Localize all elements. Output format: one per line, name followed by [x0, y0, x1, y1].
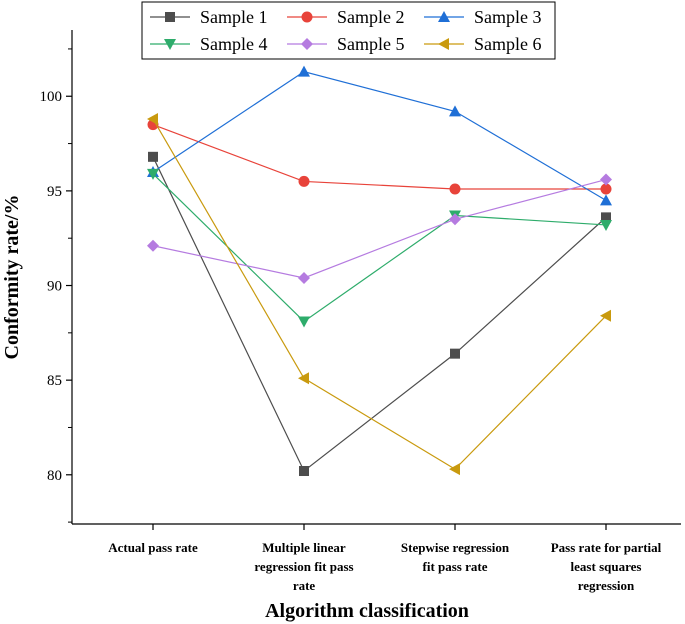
legend-marker — [438, 11, 450, 22]
legend-item: Sample 5 — [287, 34, 405, 54]
y-axis-ticks: 80 85 90 95 100 — [40, 48, 72, 523]
data-point — [600, 183, 612, 195]
y-axis-title: Conformity rate/% — [1, 195, 23, 360]
series-5 — [147, 173, 612, 284]
x-tick-label: Pass rate for partial least squares regres… — [551, 540, 662, 593]
data-point — [298, 65, 310, 77]
axes — [71, 30, 681, 525]
legend-label: Sample 5 — [337, 34, 405, 54]
series-line — [152, 118, 607, 470]
data-point — [147, 168, 159, 180]
legend: Sample 1 Sample 2 Sample 3 Sample 4 Sample 5… — [141, 1, 556, 60]
y-tick-label: 90 — [47, 279, 62, 295]
series-1 — [148, 151, 611, 477]
data-point — [450, 348, 460, 359]
x-tick-label: Stepwise regression fit pass rate — [401, 540, 510, 574]
data-point — [600, 309, 611, 322]
x-tick-label-line: Pass rate for partial — [551, 540, 662, 555]
legend-label: Sample 4 — [200, 34, 268, 54]
legend-item: Sample 4 — [150, 34, 268, 54]
data-point — [449, 213, 461, 226]
x-tick-label-line: least squares — [571, 559, 642, 574]
x-tick-label-line: fit pass rate — [423, 559, 488, 574]
x-axis-title: Algorithm classification — [265, 600, 469, 622]
legend-marker — [165, 12, 175, 22]
series-3 — [147, 65, 612, 206]
legend-item: Sample 2 — [287, 7, 405, 27]
x-tick-label-line: Actual pass rate — [108, 540, 198, 555]
data-point — [600, 194, 612, 206]
data-point — [298, 175, 310, 187]
legend-marker — [301, 38, 313, 50]
legend-frame — [141, 1, 556, 60]
data-point — [298, 316, 310, 328]
legend-label: Sample 6 — [474, 34, 542, 54]
y-tick-label: 100 — [40, 89, 63, 105]
x-axis-ticks: Actual pass rate Multiple linear regressio… — [108, 524, 662, 593]
legend-marker — [438, 38, 449, 50]
y-tick-label: 95 — [47, 184, 62, 200]
series-6 — [147, 112, 611, 476]
legend-item: Sample 1 — [150, 7, 268, 27]
series-line — [152, 156, 607, 472]
x-tick-label-line: regression fit pass — [254, 559, 353, 574]
series-line — [152, 70, 607, 201]
data-point — [449, 183, 461, 195]
legend-marker — [164, 39, 176, 50]
y-tick-label: 80 — [47, 468, 62, 484]
legend-label: Sample 2 — [337, 7, 405, 27]
data-point — [298, 271, 310, 284]
data-point — [449, 105, 461, 117]
data-point — [147, 112, 158, 125]
x-tick-label: Actual pass rate — [108, 540, 198, 555]
data-point — [148, 151, 158, 162]
data-point — [601, 212, 611, 223]
series-line — [152, 124, 606, 190]
data-point — [600, 173, 612, 186]
data-point — [600, 219, 612, 231]
y-tick-label: 85 — [47, 373, 62, 389]
legend-marker — [301, 11, 313, 23]
x-tick-label: Multiple linear regression fit pass rate — [254, 540, 353, 593]
x-tick-label-line: rate — [293, 578, 316, 593]
data-point — [298, 372, 309, 385]
data-point — [147, 239, 159, 252]
legend-item: Sample 6 — [424, 34, 542, 54]
data-point — [449, 463, 460, 476]
series-2 — [147, 119, 612, 195]
x-tick-label-line: Stepwise regression — [401, 540, 510, 555]
legend-item: Sample 3 — [424, 7, 542, 27]
x-tick-label-line: Multiple linear — [262, 540, 346, 555]
legend-label: Sample 3 — [474, 7, 542, 27]
series-layer — [147, 65, 612, 477]
series-line — [152, 178, 607, 279]
legend-label: Sample 1 — [200, 7, 268, 27]
data-point — [299, 466, 309, 477]
x-tick-label-line: regression — [578, 578, 635, 593]
